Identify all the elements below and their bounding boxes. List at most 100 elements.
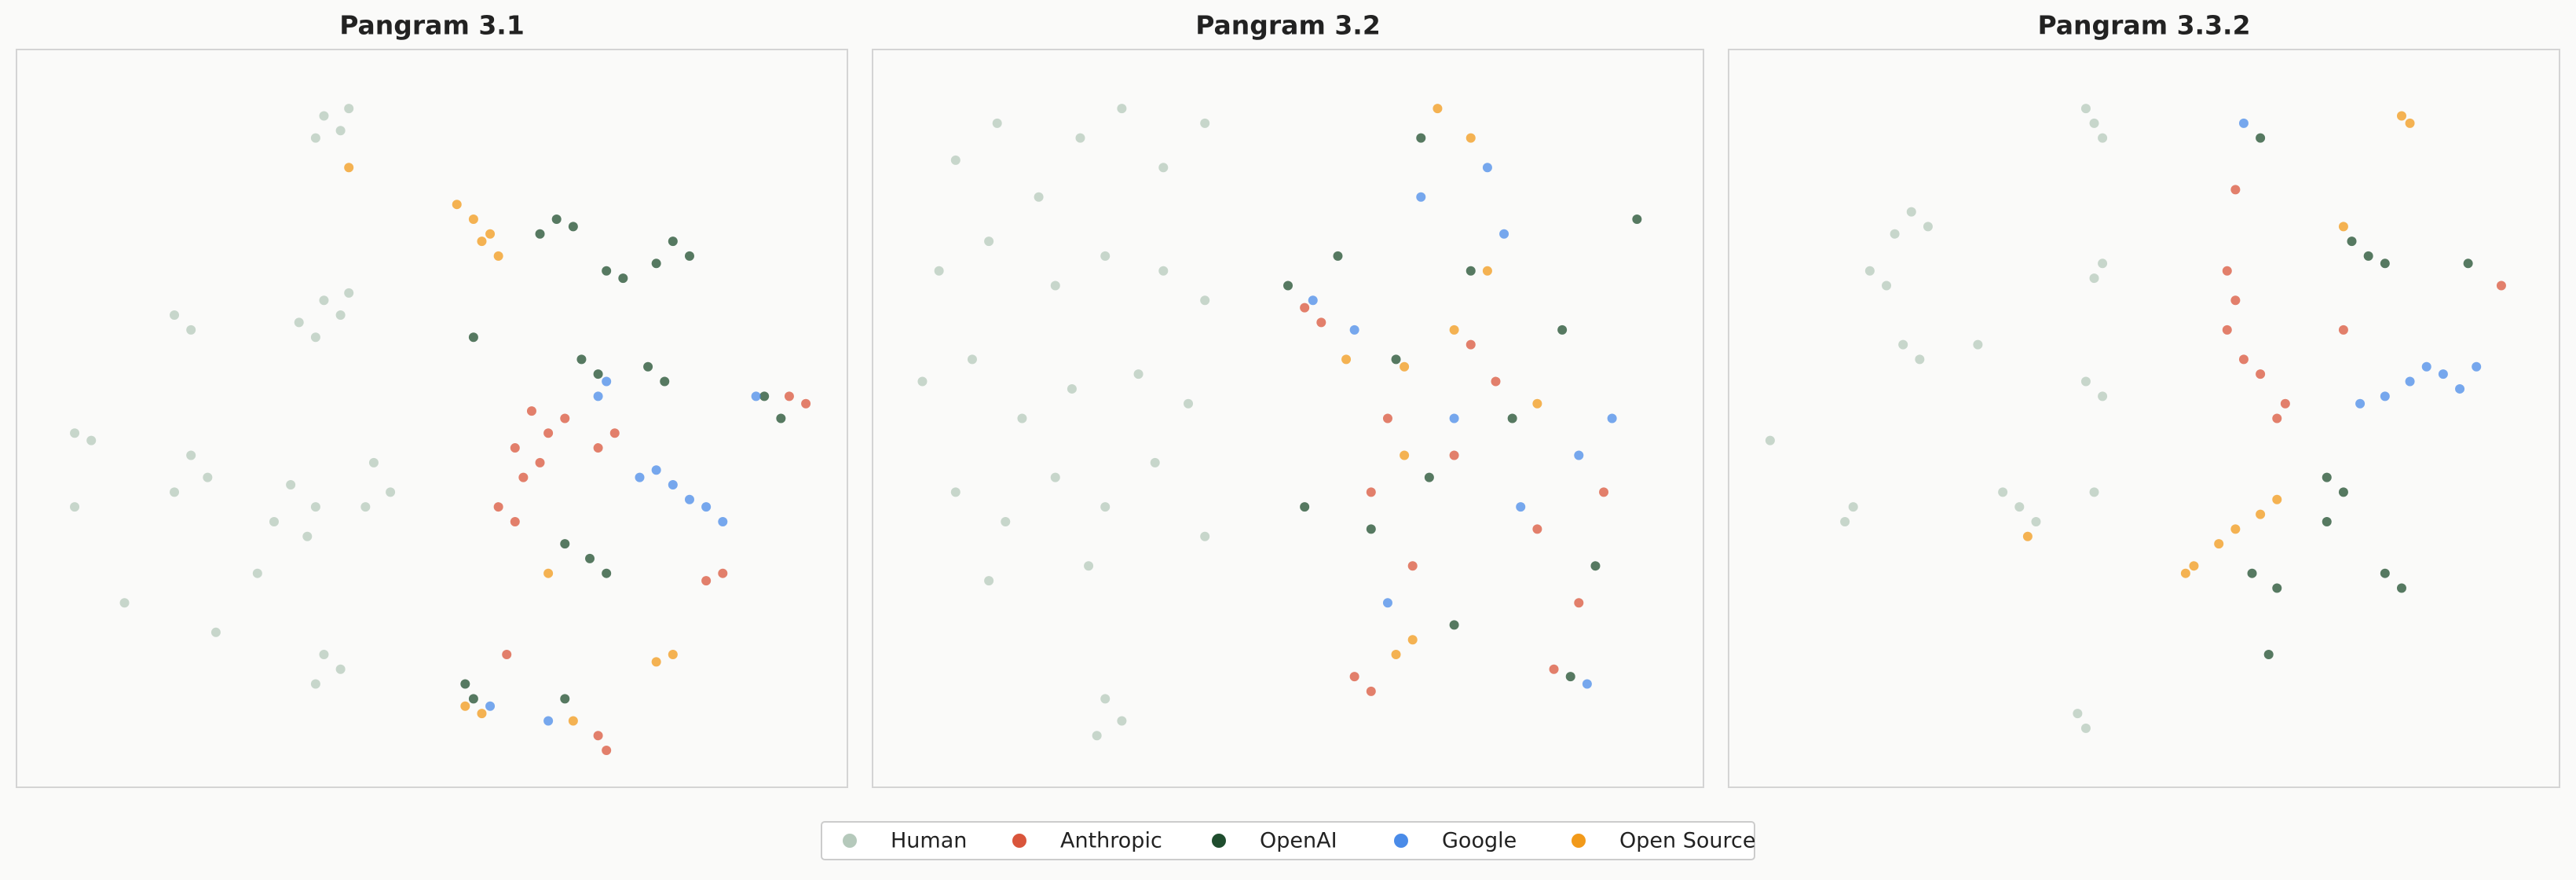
point [1341, 354, 1352, 365]
point [1465, 339, 1476, 350]
point [344, 288, 354, 298]
point [602, 746, 612, 756]
point [1906, 207, 1916, 217]
point [1482, 266, 1492, 276]
point [1433, 104, 1443, 114]
point [70, 502, 80, 512]
point [477, 236, 487, 247]
point [1890, 229, 1900, 239]
point [701, 576, 712, 586]
point [651, 465, 661, 475]
point [460, 679, 470, 689]
point [2272, 494, 2282, 504]
point [2256, 369, 2266, 380]
point [2463, 258, 2473, 269]
point [1200, 531, 1210, 541]
point [286, 480, 296, 490]
point [310, 332, 320, 343]
point [360, 502, 371, 512]
point [1133, 369, 1143, 380]
point [2238, 354, 2249, 365]
point [1574, 598, 1584, 608]
point [950, 155, 961, 165]
point [335, 664, 346, 674]
point [668, 480, 678, 490]
point [1582, 679, 1592, 689]
point [1482, 163, 1492, 173]
point [493, 502, 503, 512]
legend-box [821, 821, 1755, 860]
point [701, 502, 712, 512]
point [2180, 568, 2190, 578]
point [2098, 133, 2108, 143]
point [210, 627, 221, 637]
point [1632, 214, 1642, 224]
point [203, 472, 213, 482]
point [784, 391, 794, 402]
point [1491, 376, 1501, 387]
point [1200, 118, 1210, 128]
point [269, 516, 279, 526]
point [2230, 524, 2241, 534]
point [917, 376, 928, 387]
panel-title: Pangram 3.3.2 [2037, 10, 2250, 41]
point [602, 376, 612, 387]
point [452, 200, 462, 210]
point [643, 361, 653, 372]
point [2338, 222, 2348, 232]
point [1017, 413, 1027, 424]
point [984, 576, 994, 586]
point [1382, 413, 1392, 424]
point [477, 709, 487, 719]
point [1574, 450, 1584, 460]
point [186, 450, 196, 460]
point [1765, 435, 1775, 446]
point [1400, 361, 1410, 372]
point [1840, 516, 1850, 526]
panel-title: Pangram 3.1 [339, 10, 525, 41]
point [1557, 324, 1568, 335]
point [1998, 487, 2008, 497]
point [1300, 502, 1310, 512]
point [543, 716, 554, 726]
point [526, 406, 536, 416]
point [651, 657, 661, 667]
point [1316, 317, 1326, 328]
point [602, 568, 612, 578]
legend-marker [1572, 834, 1586, 848]
point [468, 694, 478, 704]
point [170, 487, 180, 497]
point [1915, 354, 1925, 365]
legend-label: Google [1442, 829, 1517, 853]
legend-label: Anthropic [1060, 829, 1162, 853]
point [2396, 111, 2406, 121]
point [1100, 502, 1111, 512]
point [1449, 450, 1459, 460]
point [2405, 376, 2415, 387]
point [535, 229, 545, 239]
point [1308, 295, 1318, 306]
point [2405, 118, 2415, 128]
point [2280, 398, 2290, 409]
point [718, 516, 728, 526]
point [1848, 502, 1858, 512]
point [535, 457, 545, 468]
point [984, 236, 994, 247]
point [2080, 723, 2091, 733]
point [2214, 539, 2224, 549]
point [1407, 561, 1418, 571]
point [2322, 472, 2332, 482]
point [2014, 502, 2025, 512]
point [551, 214, 562, 224]
point [2272, 583, 2282, 593]
point [2230, 295, 2241, 306]
point [1158, 163, 1169, 173]
point [310, 502, 320, 512]
point [1366, 487, 1376, 497]
point [2089, 118, 2099, 128]
point [319, 295, 329, 306]
point [310, 679, 320, 689]
point [344, 163, 354, 173]
point [2256, 133, 2266, 143]
point [668, 649, 678, 659]
